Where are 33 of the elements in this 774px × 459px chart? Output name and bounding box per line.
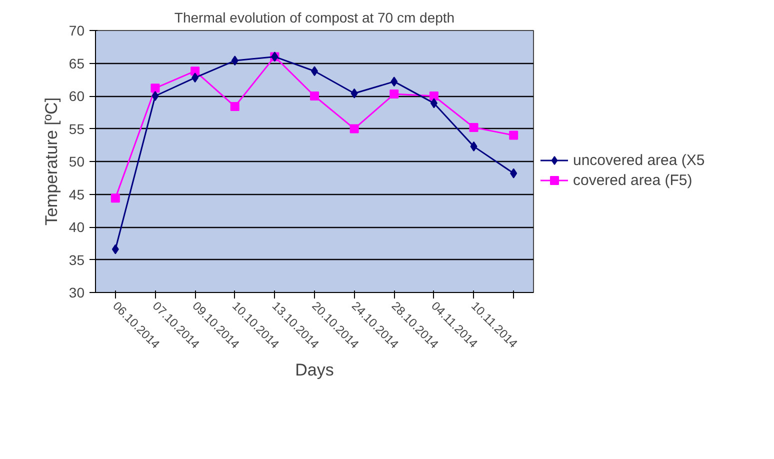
point [430, 98, 438, 108]
legend-label: covered area (F5) [573, 172, 692, 188]
y-tick-label: 55 [68, 120, 85, 137]
point [509, 130, 518, 140]
point [350, 124, 359, 134]
legend-label: uncovered area (X5 [573, 152, 705, 168]
point [112, 244, 119, 254]
y-tick-label: 60 [68, 88, 85, 104]
y-tick-label: 45 [68, 186, 85, 202]
point [110, 194, 120, 203]
point [390, 76, 398, 87]
x-axis-title: Days [295, 360, 334, 380]
point [192, 72, 199, 83]
point [231, 56, 238, 66]
y-tick-label: 40 [68, 219, 85, 235]
point [469, 122, 478, 132]
y-tick-label: 30 [68, 284, 85, 300]
point [429, 92, 438, 100]
y-axis-title: Temperature [ºC] [42, 97, 61, 226]
y-tick-label: 65 [68, 55, 85, 72]
chart-title: Thermal evolution of compost at 70 cm depth [174, 10, 455, 26]
point [230, 102, 240, 111]
y-tick-label: 50 [68, 154, 85, 170]
point [470, 141, 478, 152]
point [350, 88, 358, 98]
point [390, 90, 399, 99]
point [190, 66, 200, 76]
point [510, 168, 518, 178]
point [150, 84, 160, 93]
point [310, 92, 319, 100]
y-tick-label: 35 [68, 252, 85, 268]
point [152, 91, 159, 101]
y-tick-label: 70 [68, 22, 85, 38]
